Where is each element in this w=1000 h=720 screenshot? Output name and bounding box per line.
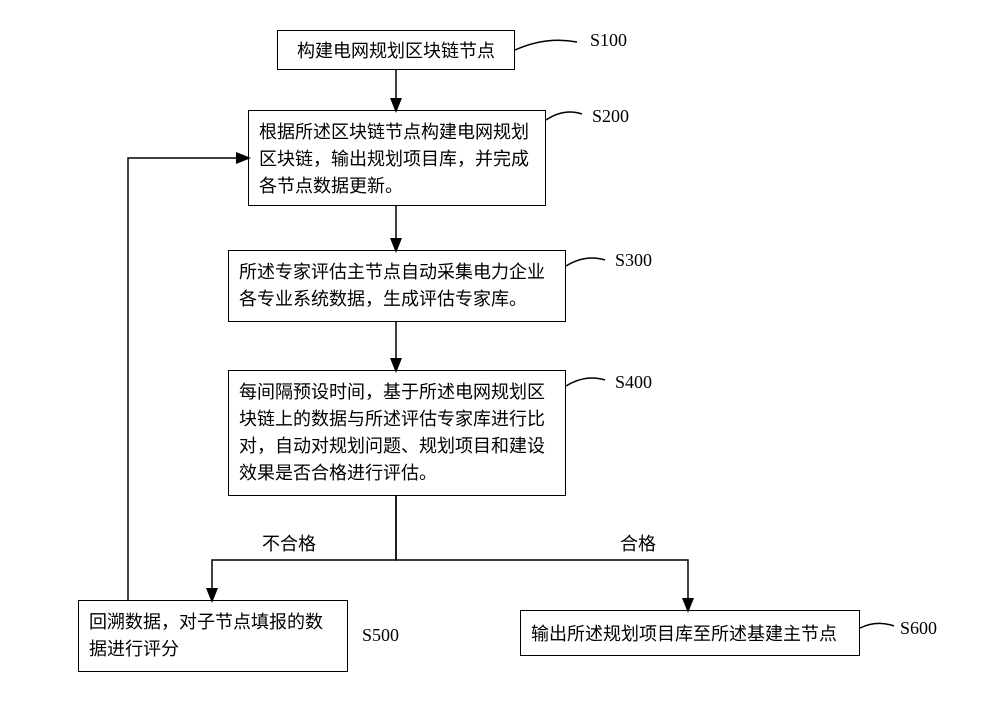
node-s100: 构建电网规划区块链节点	[277, 30, 515, 70]
node-s600: 输出所述规划项目库至所述基建主节点	[520, 610, 860, 656]
branch-pass-label: 合格	[620, 530, 656, 556]
node-s600-text: 输出所述规划项目库至所述基建主节点	[531, 624, 837, 644]
node-s200-text: 根据所述区块链节点构建电网规划区块链，输出规划项目库，并完成各节点数据更新。	[259, 122, 529, 196]
node-s500-text: 回溯数据，对子节点填报的数据进行评分	[89, 612, 323, 659]
label-s200: S200	[592, 106, 629, 127]
node-s100-text: 构建电网规划区块链节点	[297, 41, 495, 61]
flowchart-canvas: 构建电网规划区块链节点 S100 根据所述区块链节点构建电网规划区块链，输出规划…	[20, 20, 980, 700]
label-s400: S400	[615, 372, 652, 393]
node-s300-text: 所述专家评估主节点自动采集电力企业各专业系统数据，生成评估专家库。	[239, 262, 545, 309]
label-s100: S100	[590, 30, 627, 51]
label-s600: S600	[900, 618, 937, 639]
node-s200: 根据所述区块链节点构建电网规划区块链，输出规划项目库，并完成各节点数据更新。	[248, 110, 546, 206]
branch-fail-label: 不合格	[262, 530, 316, 556]
label-s300: S300	[615, 250, 652, 271]
node-s500: 回溯数据，对子节点填报的数据进行评分	[78, 600, 348, 672]
label-s500: S500	[362, 625, 399, 646]
node-s300: 所述专家评估主节点自动采集电力企业各专业系统数据，生成评估专家库。	[228, 250, 566, 322]
node-s400: 每间隔预设时间，基于所述电网规划区块链上的数据与所述评估专家库进行比对，自动对规…	[228, 370, 566, 496]
node-s400-text: 每间隔预设时间，基于所述电网规划区块链上的数据与所述评估专家库进行比对，自动对规…	[239, 382, 545, 483]
